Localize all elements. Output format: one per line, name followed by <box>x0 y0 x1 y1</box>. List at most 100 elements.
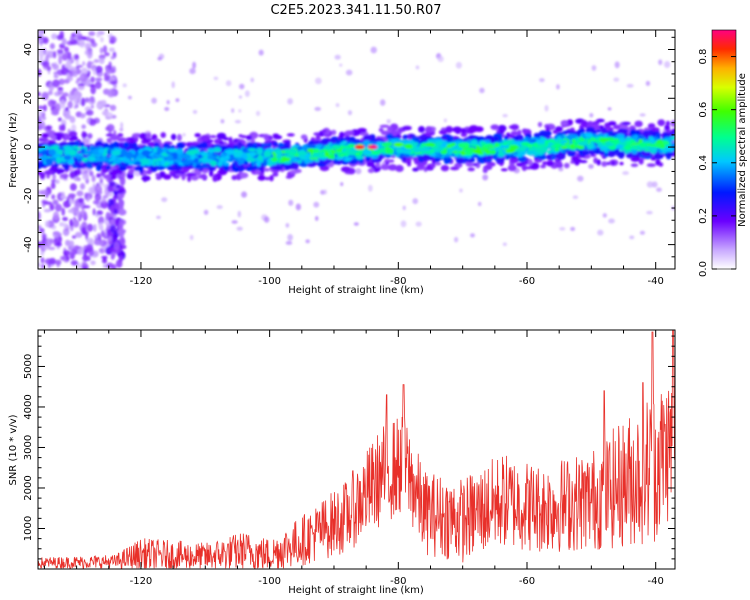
heatmap-speckle <box>96 33 101 38</box>
heatmap-speckle <box>52 199 59 205</box>
heatmap-band-cell <box>517 129 522 137</box>
heatmap-core-cell <box>342 145 351 150</box>
heatmap-band-cell <box>287 163 296 167</box>
heatmap-peak <box>425 142 436 147</box>
x-tick-label: -100 <box>258 276 281 287</box>
heatmap-faint-dot <box>122 83 127 88</box>
heatmap-speckle <box>86 49 93 59</box>
heatmap-band-cell <box>257 154 263 161</box>
heatmap-band-cell <box>233 151 242 158</box>
heatmap-band-cell <box>584 132 594 138</box>
heatmap-band-cell <box>631 135 637 140</box>
heatmap-band-cell <box>190 154 196 161</box>
heatmap-core-cell <box>404 143 413 150</box>
heatmap-band-cell <box>156 147 163 154</box>
heatmap-speckle <box>50 181 56 190</box>
heatmap-band-cell <box>527 158 533 166</box>
heatmap-speckle <box>53 211 60 220</box>
heatmap-speckle <box>59 99 66 109</box>
heatmap-faint-dot <box>38 115 42 121</box>
heatmap-core-cell <box>385 148 394 154</box>
heatmap-peak <box>367 144 378 150</box>
heatmap-band-cell <box>289 169 300 174</box>
heatmap-core-cell <box>554 147 560 152</box>
heatmap-speckle <box>82 173 90 181</box>
heatmap-band-cell <box>657 119 666 127</box>
heatmap-faint-dot <box>203 209 209 215</box>
heatmap-core-cell <box>502 142 508 146</box>
heatmap-band-cell <box>38 148 44 152</box>
heatmap-band-cell <box>87 133 93 139</box>
heatmap-core-cell <box>297 151 307 156</box>
heatmap-speckle <box>61 64 66 72</box>
heatmap-speckle <box>72 217 76 221</box>
heatmap-band-cell <box>218 141 225 146</box>
heatmap-faint-dot <box>166 100 170 105</box>
heatmap-band-cell <box>425 126 433 134</box>
heatmap-band-cell <box>196 144 205 148</box>
heatmap-speckle <box>102 195 109 199</box>
heatmap-band-cell <box>508 125 519 130</box>
heatmap-band-cell <box>449 135 454 142</box>
heatmap-band-cell <box>363 134 373 142</box>
heatmap-faint-dot <box>101 197 107 204</box>
heatmap-band-cell <box>420 155 429 161</box>
heatmap-band-cell <box>187 175 192 183</box>
heatmap-band-cell <box>88 156 96 162</box>
heatmap-band-cell <box>172 167 183 171</box>
heatmap-band-cell <box>426 164 433 170</box>
heatmap-band-cell <box>341 161 349 165</box>
heatmap-speckle <box>51 194 56 200</box>
heatmap-band-cell <box>658 162 664 167</box>
heatmap-faint-dot <box>588 164 594 169</box>
heatmap-band-cell <box>64 133 69 140</box>
heatmap-band-cell <box>208 169 214 177</box>
heatmap-speckle <box>96 210 104 216</box>
heatmap-faint-dot <box>192 61 197 69</box>
heatmap-band-cell <box>194 133 201 138</box>
heatmap-speckle <box>73 67 77 72</box>
heatmap-speckle <box>82 61 86 66</box>
x-tick-label: -40 <box>648 276 664 287</box>
heatmap-streak <box>106 228 112 239</box>
heatmap-band-cell <box>55 135 62 141</box>
heatmap-band-cell <box>482 167 488 174</box>
heatmap-band-cell <box>546 160 554 167</box>
heatmap-speckle <box>108 61 112 71</box>
heatmap-peak <box>354 144 365 150</box>
heatmap-speckle <box>79 39 86 48</box>
heatmap-core-cell <box>653 143 663 148</box>
heatmap-band-cell <box>566 130 576 134</box>
heatmap-faint-dot <box>355 168 362 175</box>
heatmap-faint-dot <box>225 80 232 87</box>
heatmap-streak <box>117 228 126 236</box>
heatmap-core-cell <box>537 147 548 153</box>
heatmap-core-cell <box>626 140 632 146</box>
heatmap-speckle <box>108 127 112 135</box>
heatmap-band-cell <box>579 120 587 125</box>
heatmap-faint-dot <box>285 223 290 228</box>
heatmap-band-cell <box>664 124 671 132</box>
heatmap-speckle <box>82 254 89 262</box>
heatmap-faint-dot <box>237 210 242 218</box>
heatmap-band-cell <box>510 130 519 136</box>
heatmap-core-cell <box>289 149 299 153</box>
heatmap-band-cell <box>119 142 124 149</box>
heatmap-speckle <box>57 87 64 91</box>
y-tick-label: -20 <box>23 188 34 204</box>
heatmap-band-cell <box>630 163 639 168</box>
heatmap-band-cell <box>106 148 112 156</box>
heatmap-band-cell <box>402 134 409 139</box>
heatmap-speckle <box>39 227 45 233</box>
heatmap-band-cell <box>55 168 65 174</box>
heatmap-faint-dot <box>127 95 132 100</box>
heatmap-band-cell <box>412 167 419 172</box>
heatmap-core-cell <box>281 157 291 162</box>
heatmap-band-cell <box>92 148 100 156</box>
x-tick-label: -60 <box>519 576 535 587</box>
heatmap-band-cell <box>52 163 60 167</box>
heatmap-speckle <box>38 211 42 221</box>
y-tick-label: 3000 <box>23 435 34 460</box>
heatmap-band-cell <box>618 151 625 159</box>
heatmap-faint-dot <box>339 63 343 67</box>
